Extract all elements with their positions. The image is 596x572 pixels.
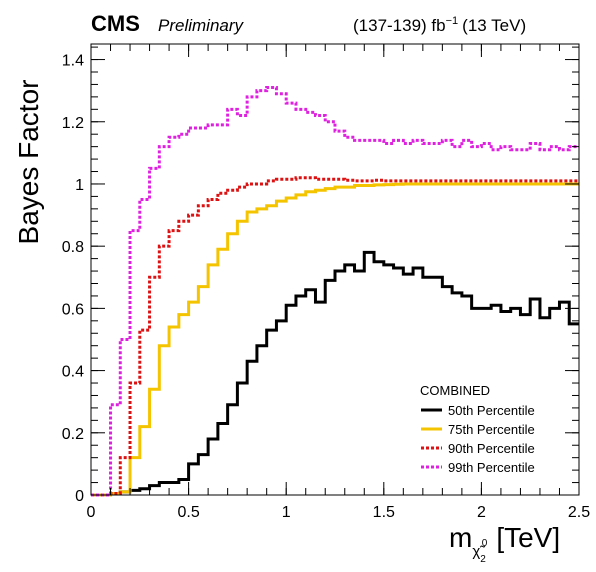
legend-label-1: 75th Percentile <box>448 422 535 437</box>
x-axis-sub2: 2 <box>480 554 486 565</box>
x-axis-unit: [TeV] <box>496 522 560 553</box>
series-layer <box>91 86 579 497</box>
legend-label-3: 99th Percentile <box>448 460 535 475</box>
x-tick-label: 0.5 <box>177 504 199 521</box>
lumi-label: (137-139) fb−1 (13 TeV) <box>353 15 526 35</box>
cms-label: CMS <box>91 11 140 36</box>
y-tick-label: 0.8 <box>62 239 84 256</box>
y-tick-label: 1.4 <box>62 53 84 70</box>
series-2-line <box>91 176 579 497</box>
series-0-line <box>91 250 579 497</box>
x-tick-label: 0 <box>87 504 96 521</box>
legend-label-2: 90th Percentile <box>448 441 535 456</box>
x-tick-label: 2 <box>477 504 486 521</box>
legend-label-0: 50th Percentile <box>448 403 535 418</box>
y-axis-title: Bayes Factor <box>13 80 44 245</box>
legend-title: COMBINED <box>420 383 490 398</box>
preliminary-label: Preliminary <box>158 16 245 35</box>
x-axis-var: m <box>449 522 472 553</box>
y-tick-label: 1 <box>75 177 84 194</box>
x-tick-label: 1 <box>282 504 291 521</box>
y-tick-label: 0.4 <box>62 364 84 381</box>
lumi-exponent: −1 <box>446 15 459 27</box>
axes-layer: 0 0.5 1 1.5 2 2.5 0 0.2 0.4 0.6 0.8 1 1.2 1.4 <box>62 43 590 521</box>
plot-frame <box>90 43 580 496</box>
y-tick-label: 0.6 <box>62 301 84 318</box>
lumi-energy: (13 TeV) <box>462 16 526 35</box>
y-tick-label: 1.2 <box>62 115 84 132</box>
y-tick-label: 0 <box>75 488 84 505</box>
series-3-line <box>91 86 579 497</box>
series-1-line <box>91 182 579 497</box>
y-tick-label: 0.2 <box>62 426 84 443</box>
x-axis-title: mχ̃20 [TeV] <box>449 522 560 565</box>
x-axis-sup: 0 <box>482 538 488 549</box>
x-tick-label: 1.5 <box>373 504 395 521</box>
legend: COMBINED 50th Percentile 75th Percentile 90… <box>420 383 535 475</box>
lumi-main: (137-139) fb <box>353 16 446 35</box>
x-tick-label: 2.5 <box>568 504 590 521</box>
